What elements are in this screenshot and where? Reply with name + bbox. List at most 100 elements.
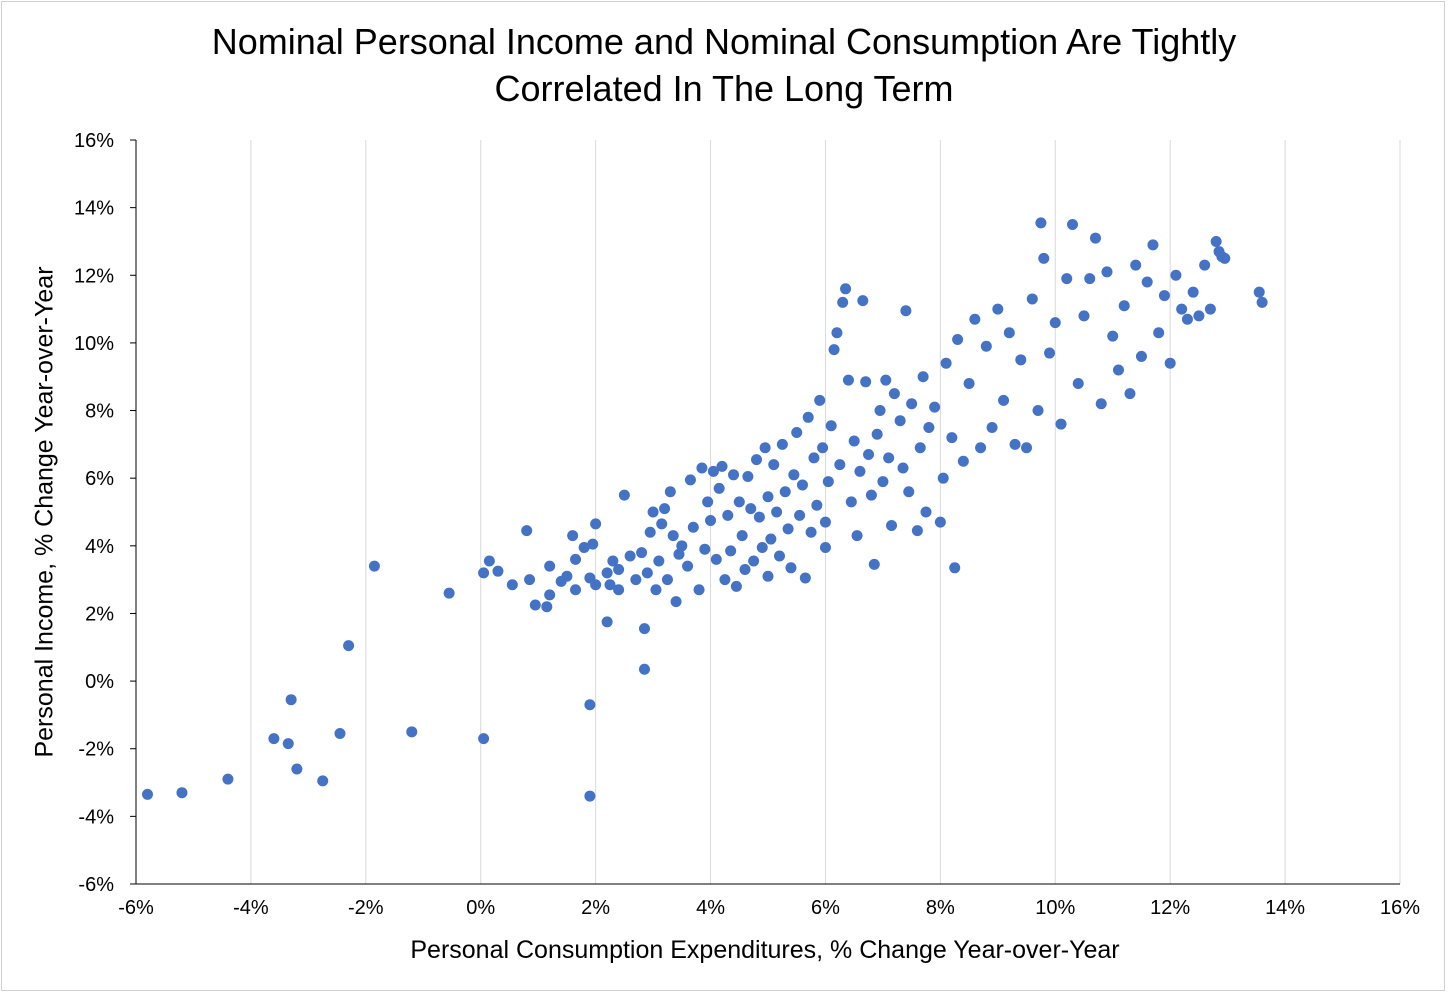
data-point [687,521,699,533]
data-point [857,295,869,307]
x-axis-label: Personal Consumption Expenditures, % Cha… [410,936,1120,964]
data-point [590,518,602,530]
x-tick-label: 0% [466,897,495,919]
data-point [986,421,998,433]
data-point [1084,273,1096,285]
y-tick-label: 2% [85,603,114,625]
data-point [317,775,329,787]
data-point [664,486,676,498]
x-tick-label: -4% [233,897,269,919]
data-point [1061,273,1073,285]
data-point [653,555,665,567]
x-tick-label: 2% [581,897,610,919]
data-point [776,438,788,450]
data-point [952,334,964,346]
data-point [705,514,717,526]
data-point [630,574,642,586]
x-tick-label: 12% [1150,897,1190,919]
data-point [1112,364,1124,376]
x-tick-label: 8% [926,897,955,919]
data-point [831,327,843,339]
y-tick-label: 12% [74,265,114,287]
data-point [917,371,929,383]
data-point [368,560,380,572]
data-point [762,570,774,582]
data-point [1101,266,1113,278]
data-point [998,394,1010,406]
data-point [1153,327,1165,339]
data-point [796,479,808,491]
data-point [828,344,840,356]
data-point [343,640,355,652]
y-tick-label: 16% [74,130,114,152]
data-point [141,788,153,800]
data-point [728,469,740,481]
data-point [584,699,596,711]
data-point [719,574,731,586]
data-point [699,543,711,555]
data-point [713,482,725,494]
tick-labels: -6% -4% -2% 0% 2% 4% 6% 8% 10% 12% 14% 16% 16% 14% 12%… [74,130,1420,919]
data-point [840,283,852,295]
data-point [1253,286,1265,298]
x-tick-label: 6% [811,897,840,919]
data-point [808,452,820,464]
data-point [644,526,656,538]
data-point [934,516,946,528]
y-tick-label: -6% [78,874,114,896]
data-point [771,506,783,518]
x-tick-label: 4% [696,897,725,919]
data-point [570,584,582,596]
data-point [707,465,719,477]
data-point [1072,377,1084,389]
data-point [791,427,803,439]
data-point [837,296,849,308]
data-points [141,217,1268,802]
data-point [1107,330,1119,342]
chart-title-line-1: Nominal Personal Income and Nominal Cons… [211,21,1237,62]
x-tick-label: 16% [1380,897,1420,919]
data-point [1176,303,1188,315]
data-point [805,526,817,538]
data-point [900,305,912,317]
data-point [1124,388,1136,400]
data-point [684,474,696,486]
x-tick-label: 10% [1035,897,1075,919]
data-point [782,523,794,535]
data-point [920,506,932,518]
data-point [541,601,553,613]
data-point [587,538,599,550]
data-point [914,442,926,454]
data-point [1055,418,1067,430]
data-point [506,579,518,591]
data-point [799,572,811,584]
data-point [1015,354,1027,366]
data-point [693,584,705,596]
data-point [570,553,582,565]
data-point [762,491,774,503]
data-point [285,694,297,706]
data-point [854,465,866,477]
data-point [650,584,662,596]
y-tick-label: 4% [85,536,114,558]
data-point [868,558,880,570]
data-point [613,563,625,575]
data-point [544,560,556,572]
data-point [822,476,834,488]
data-point [753,511,765,523]
data-point [710,553,722,565]
y-tick-label: -4% [78,806,114,828]
data-point [638,663,650,675]
data-point [742,470,754,482]
chart-title: Nominal Personal Income and Nominal Cons… [0,18,1448,112]
data-point [897,462,909,474]
data-point [980,340,992,352]
data-point [794,509,806,521]
data-point [759,442,771,454]
data-point [291,763,303,775]
data-point [894,415,906,427]
data-point [529,599,541,611]
data-point [1009,438,1021,450]
data-point [478,733,490,745]
data-point [613,584,625,596]
